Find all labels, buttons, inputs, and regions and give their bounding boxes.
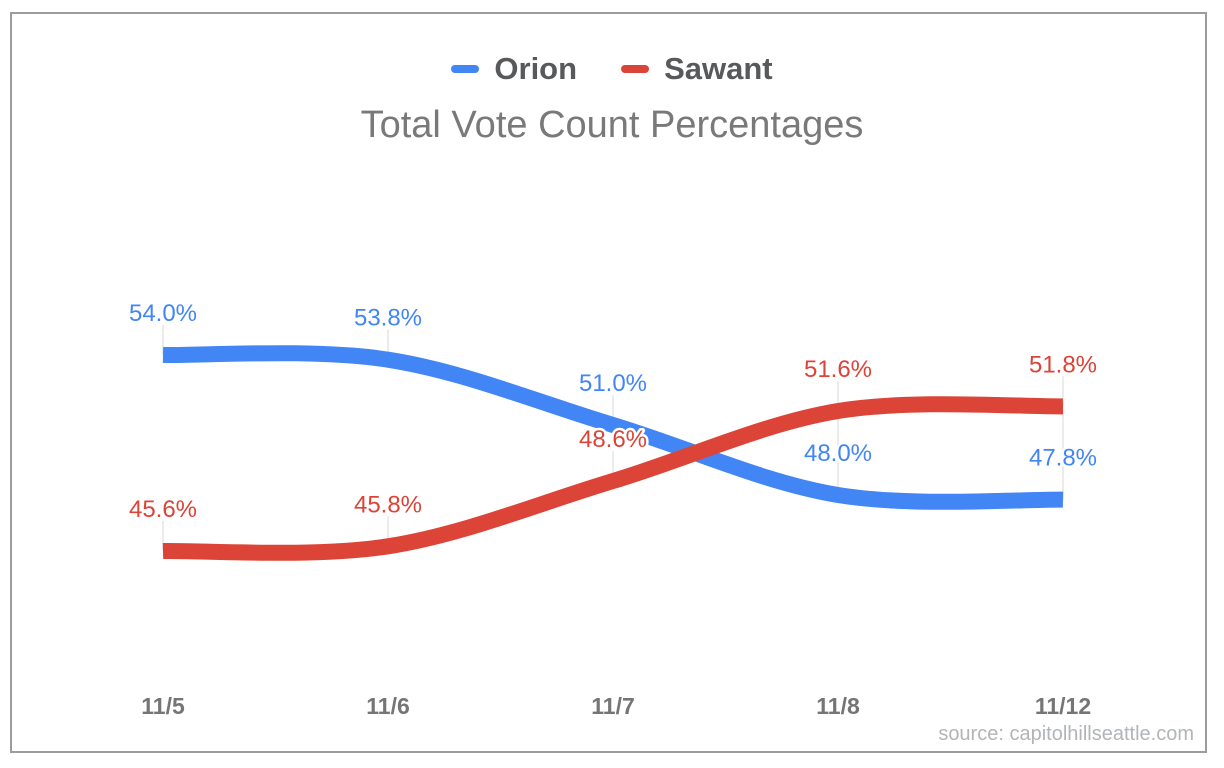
sawant-series-swatch-icon xyxy=(621,65,650,73)
sawant-point-label: 48.6% xyxy=(579,426,647,453)
chart-frame xyxy=(10,12,1207,753)
x-axis-label: 11/8 xyxy=(816,693,860,719)
x-axis-label: 11/7 xyxy=(591,693,635,719)
legend-item-orion: Orion xyxy=(451,51,577,87)
x-axis-label: 11/12 xyxy=(1035,693,1091,719)
orion-series-line xyxy=(162,345,1064,510)
legend-label-orion: Orion xyxy=(494,51,578,86)
sawant-point-label: 51.8% xyxy=(1029,351,1097,378)
orion-point-label: 51.0% xyxy=(579,370,647,397)
chart-legend: Orion Sawant xyxy=(0,51,1224,87)
legend-item-sawant: Sawant xyxy=(621,51,773,87)
chart-title: Total Vote Count Percentages xyxy=(360,104,864,146)
orion-point-label: 47.8% xyxy=(1029,445,1097,472)
sawant-point-label: 51.6% xyxy=(804,356,872,383)
sawant-point-label: 45.8% xyxy=(354,491,422,518)
sawant-point-label: 45.6% xyxy=(129,496,197,523)
sawant-series-line xyxy=(162,396,1064,561)
x-axis-label: 11/5 xyxy=(141,693,185,719)
orion-point-label: 48.0% xyxy=(804,440,872,467)
orion-series-swatch-icon xyxy=(451,65,480,73)
source-attribution: source: capitolhillseattle.com xyxy=(938,723,1194,745)
orion-point-label: 53.8% xyxy=(354,305,422,332)
legend-label-sawant: Sawant xyxy=(664,51,773,86)
x-axis-label: 11/6 xyxy=(366,693,410,719)
orion-point-label: 54.0% xyxy=(129,300,197,327)
